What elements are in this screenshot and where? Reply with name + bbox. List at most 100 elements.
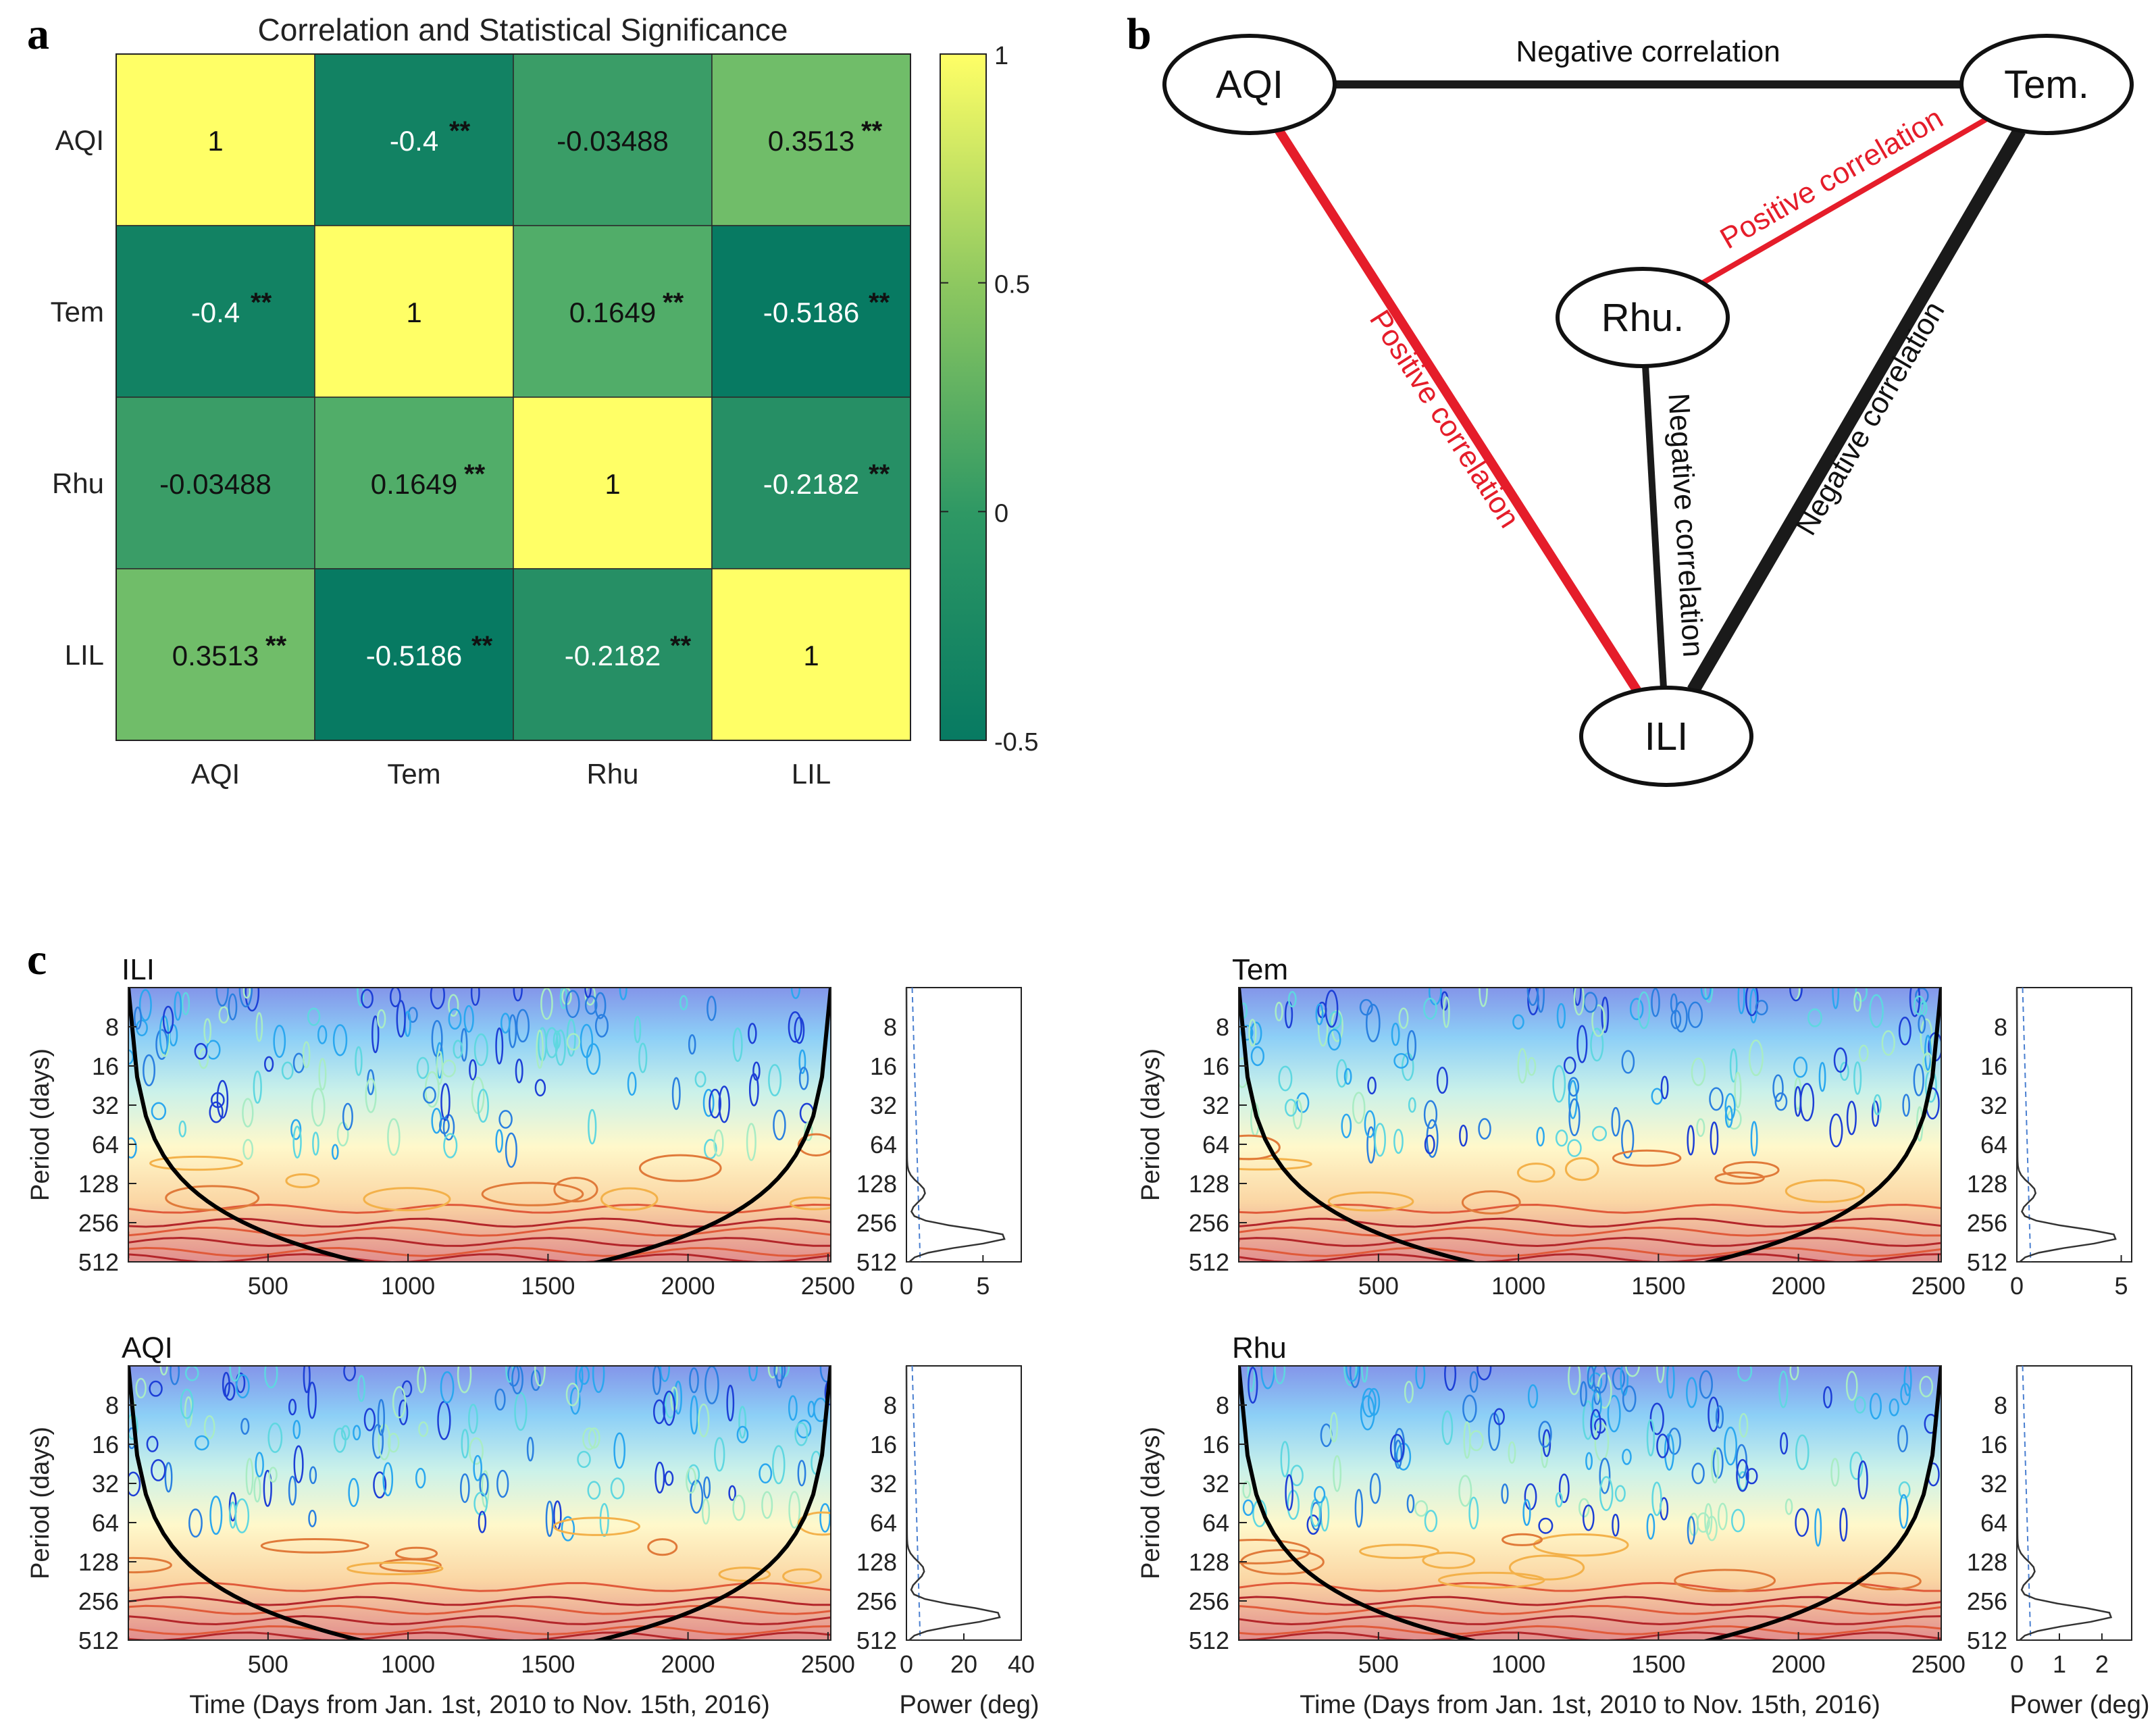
wavelet-power-field [128, 988, 831, 1262]
contour-blob [500, 1013, 511, 1034]
contour-blob [1441, 1410, 1454, 1446]
contour-blob [1242, 1499, 1254, 1517]
contour-blob [498, 1110, 513, 1129]
contour-line [1239, 1246, 1941, 1257]
contour-blob [561, 1516, 575, 1542]
contour-blob [1869, 1392, 1882, 1420]
contour-blob [1646, 1419, 1656, 1457]
contour-blob [1359, 998, 1373, 1016]
contour-blob [312, 1131, 319, 1156]
contour-blob [1717, 1502, 1728, 1531]
contour-blob [317, 1025, 328, 1044]
power-x-tick-label: 40 [1008, 1650, 1035, 1678]
heatmap-cell-label: 0.3513 [768, 125, 854, 157]
contour-blob [1918, 1015, 1926, 1034]
y-tick-label: 512 [1189, 1627, 1229, 1654]
contour-blob [1889, 1398, 1899, 1417]
contour-blob [1621, 1119, 1635, 1159]
significance-mark: ** [449, 116, 471, 146]
cone-of-influence [128, 988, 831, 1262]
power-y-tick-label: 32 [1980, 1092, 2007, 1119]
power-x-tick-label: 5 [976, 1272, 990, 1300]
contour-blob [240, 1418, 250, 1435]
contour-blob [390, 988, 401, 1008]
column-label: Tem [387, 758, 440, 790]
colorbar-tick-label: 1 [994, 42, 1008, 70]
contour-blob [1568, 1079, 1578, 1119]
contour-blob [767, 1366, 778, 1379]
contour-blob [143, 1054, 156, 1087]
heatmap-cell [116, 568, 315, 741]
contour-blob [1729, 1048, 1738, 1083]
contour-blob [1622, 1448, 1632, 1465]
row-label: AQI [55, 124, 104, 156]
contour-blob [318, 1058, 327, 1091]
contour-blob [229, 1366, 240, 1382]
power-axis-label: Power (deg) [2010, 1691, 2150, 1719]
contour-blob [1651, 1481, 1662, 1517]
contour-blob [1924, 1069, 1937, 1103]
contour-blob [1881, 1030, 1895, 1056]
contour-blob [371, 1015, 380, 1054]
contour-blob [245, 988, 260, 1012]
power-x-tick-label: 0 [2010, 1650, 2024, 1678]
contour-blob [1724, 1093, 1736, 1121]
y-tick-label: 8 [105, 1392, 119, 1419]
contour-blob [534, 1366, 546, 1387]
contour-blob [702, 1088, 715, 1117]
contour-blob [293, 1445, 304, 1483]
heatmap-cell-label: -0.5186 [763, 297, 859, 328]
contour-blob [1629, 998, 1644, 1021]
contour-blob [1278, 1065, 1293, 1092]
contour-blob [704, 1139, 717, 1160]
contour-line [1359, 1544, 1439, 1559]
significance-mark: ** [251, 288, 272, 317]
significance-line [2022, 1365, 2032, 1641]
diagram-edge [1642, 365, 1667, 688]
contour-blob [1354, 1489, 1364, 1528]
power-y-tick-label: 256 [856, 1209, 897, 1237]
contour-blob [1423, 997, 1437, 1020]
contour-line [128, 1226, 831, 1237]
y-tick-label: 512 [78, 1248, 119, 1276]
contour-blob [1709, 1087, 1724, 1111]
contour-blob [1536, 1126, 1545, 1147]
contour-blob [439, 1117, 450, 1135]
contour-blob [470, 988, 480, 1007]
contour-blob [674, 1380, 683, 1415]
contour-blob [1687, 1516, 1696, 1545]
contour-blob [1555, 1129, 1568, 1147]
contour-blob [1527, 1384, 1539, 1408]
contour-blob [1674, 1001, 1688, 1033]
significance-line [911, 1365, 921, 1641]
significance-mark: ** [471, 631, 493, 661]
contour-blob [582, 1427, 597, 1450]
contour-blob [1443, 996, 1450, 1028]
cone-of-influence [1239, 1366, 1941, 1640]
contour-blob [307, 1381, 317, 1419]
significance-mark: ** [464, 459, 486, 489]
contour-blob [263, 1056, 274, 1072]
contour-blob [1590, 1408, 1601, 1440]
contour-line [1327, 1191, 1414, 1212]
contour-blob [440, 1083, 451, 1121]
contour-blob [1612, 1367, 1626, 1390]
contour-blob [1664, 1433, 1674, 1471]
contour-line [128, 1556, 172, 1574]
contour-blob [1858, 1044, 1869, 1062]
contour-blob [1367, 1387, 1381, 1417]
y-tick-label: 8 [1216, 1013, 1229, 1041]
contour-blob [819, 1366, 831, 1383]
contour-blob [610, 1477, 625, 1500]
power-spectrum-curve [905, 987, 1006, 1263]
contour-blob [255, 1452, 264, 1478]
contour-blob [794, 1422, 808, 1446]
contour-blob [1708, 1396, 1720, 1432]
contour-blob [1343, 1366, 1358, 1386]
power-y-tick-label: 64 [1980, 1509, 2007, 1537]
diagram-edge [1687, 127, 2026, 694]
y-tick-label: 64 [92, 1131, 119, 1158]
contour-blob [736, 1425, 749, 1444]
contour-blob [1789, 988, 1803, 1002]
